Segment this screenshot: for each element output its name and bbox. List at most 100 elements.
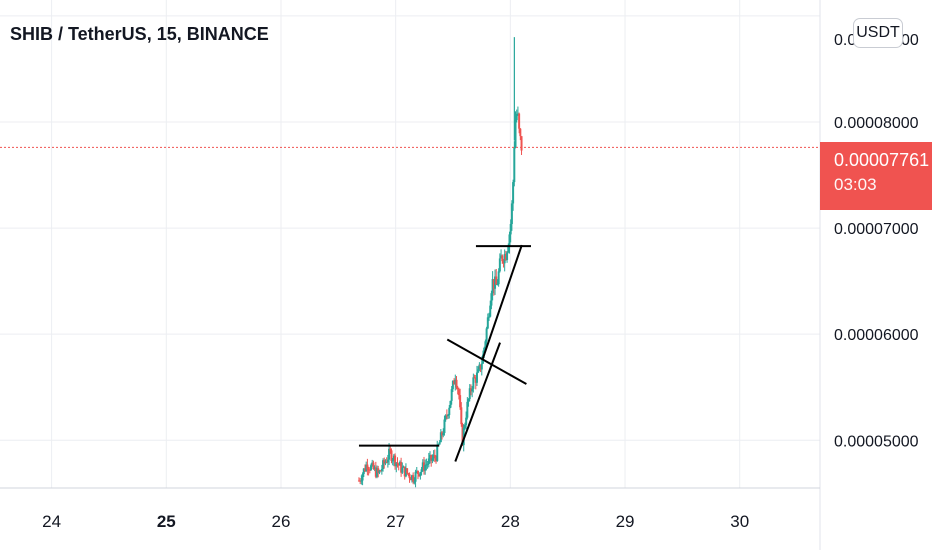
- candle-body-53: [421, 462, 424, 470]
- x-tick-label-3: 27: [386, 512, 405, 531]
- candle-body-25: [388, 448, 391, 460]
- candle-body-110: [490, 293, 493, 306]
- candle-body-28: [391, 460, 394, 462]
- chart-grid: [0, 0, 820, 488]
- currency-unit-button[interactable]: USDT: [853, 18, 903, 48]
- candle-body-80: [454, 379, 457, 385]
- price-axis[interactable]: 0.00008000 0.00007000 0.00006000 0.00005000: [834, 115, 919, 450]
- time-axis[interactable]: 24 25 26 27 28 29 30: [42, 512, 749, 531]
- candle-body-10: [370, 465, 373, 470]
- candle-body-43: [409, 478, 412, 481]
- candle-body-102: [480, 363, 483, 370]
- candle-body-90: [466, 401, 469, 418]
- candle-body-126: [509, 224, 512, 235]
- candle-body-9: [368, 469, 371, 471]
- candle-body-73: [445, 415, 448, 417]
- candle-body-29: [392, 455, 395, 461]
- x-tick-label-4: 28: [501, 512, 520, 531]
- candle-body-60: [430, 455, 433, 461]
- candle-body-46: [413, 481, 416, 483]
- chart-title: SHIB / TetherUS, 15, BINANCE: [10, 24, 269, 44]
- trendline-1: [446, 338, 527, 385]
- candle-body-75: [448, 407, 451, 416]
- trendlines-group: [358, 244, 531, 462]
- candle-body-101: [479, 364, 482, 370]
- candle-body-20: [382, 460, 385, 470]
- candle-body-6: [365, 464, 368, 472]
- candle-body-131: [515, 113, 518, 121]
- candle-body-91: [467, 399, 470, 402]
- candle-body-70: [442, 433, 445, 436]
- candle-body-116: [497, 271, 500, 285]
- candle-body-59: [429, 455, 432, 459]
- last-price-value: 0.00007761: [834, 150, 930, 170]
- x-tick-label-6: 30: [730, 512, 749, 531]
- candle-body-123: [506, 252, 509, 260]
- candle-body-89: [465, 417, 468, 425]
- candle-body-104: [483, 347, 486, 355]
- candle-body-31: [395, 462, 398, 467]
- candle-body-44: [410, 475, 413, 481]
- candle-body-51: [419, 472, 422, 476]
- candle-body-33: [397, 464, 400, 466]
- candle-body-128: [512, 182, 515, 204]
- candle-body-17: [378, 470, 381, 473]
- candle-body-118: [500, 255, 503, 259]
- candle-body-106: [485, 328, 488, 342]
- candle-body-3: [361, 474, 364, 481]
- price-axis-top-label: 0.0: [834, 32, 856, 49]
- candle-body-94: [471, 388, 474, 392]
- candle-body-72: [444, 415, 447, 420]
- candle-body-5: [363, 468, 366, 472]
- candle-body-61: [431, 458, 434, 461]
- candle-body-65: [436, 444, 439, 461]
- candle-body-134: [519, 128, 522, 137]
- candle-body-45: [412, 475, 415, 482]
- candle-body-98: [475, 372, 478, 383]
- candle-body-107: [486, 317, 489, 329]
- candle-body-22: [384, 461, 387, 464]
- candle-body-50: [418, 473, 421, 476]
- candle-body-55: [424, 465, 427, 471]
- candle-body-130: [514, 120, 517, 148]
- candle-body-84: [459, 395, 462, 408]
- candle-body-85: [460, 407, 463, 425]
- candle-body-125: [508, 234, 511, 247]
- candle-body-12: [372, 462, 375, 469]
- candle-body-127: [510, 203, 513, 225]
- candle-body-2: [360, 480, 363, 482]
- candle-body-74: [447, 415, 450, 417]
- candle-body-120: [502, 261, 505, 264]
- candle-body-57: [426, 464, 429, 466]
- candle-countdown: 03:03: [834, 175, 877, 194]
- candle-body-113: [494, 276, 497, 289]
- candle-body-39: [404, 468, 407, 477]
- y-tick-label-1: 0.00007000: [834, 221, 919, 238]
- candle-body-117: [498, 258, 501, 272]
- candle-body-108: [488, 316, 491, 318]
- candle-body-41: [407, 473, 410, 475]
- candle-body-18: [379, 470, 382, 472]
- candle-body-114: [495, 276, 498, 285]
- candle-body-109: [489, 305, 492, 317]
- candle-body-77: [450, 389, 453, 401]
- candle-body-54: [422, 462, 425, 471]
- candle-body-81: [455, 379, 458, 388]
- candle-body-36: [401, 467, 404, 473]
- candle-body-97: [474, 377, 477, 383]
- x-tick-label-0: 24: [42, 512, 61, 531]
- candle-body-32: [396, 462, 399, 465]
- candle-body-71: [443, 419, 446, 434]
- y-tick-label-0: 0.00008000: [834, 115, 919, 132]
- candle-body-79: [453, 380, 456, 385]
- trendline-4: [481, 244, 523, 359]
- x-tick-label-2: 26: [272, 512, 291, 531]
- candle-body-49: [416, 470, 419, 474]
- candle-body-63: [433, 454, 436, 458]
- candle-body-40: [406, 468, 409, 474]
- candle-body-21: [383, 460, 386, 464]
- candle-body-68: [439, 432, 442, 443]
- candle-body-124: [507, 246, 510, 253]
- candle-body-24: [386, 459, 389, 463]
